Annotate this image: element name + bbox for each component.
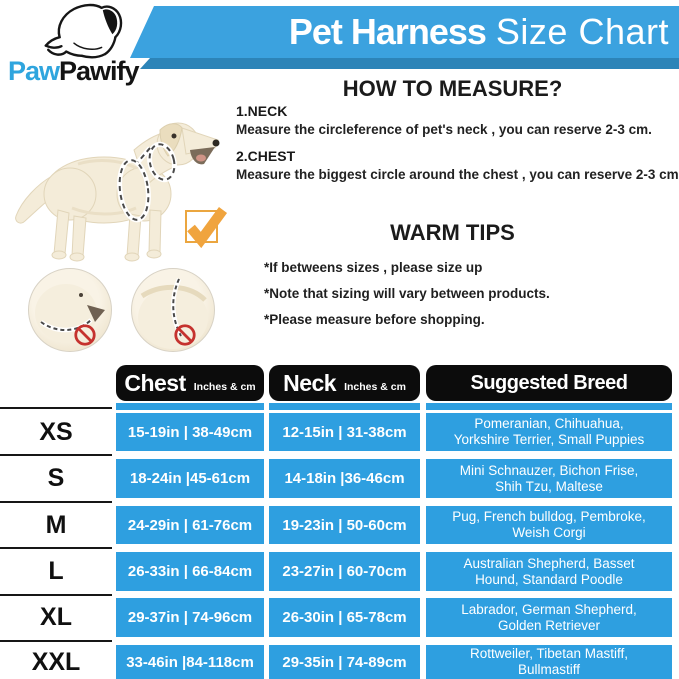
step-neck-text: Measure the circleference of pet's neck …: [236, 122, 652, 137]
neck-cell: 29-35in | 74-89cm: [269, 645, 420, 679]
row-divider: [0, 407, 112, 409]
header-underline-strip: [426, 403, 672, 410]
page-title-bold: Pet Harness: [288, 11, 487, 52]
banner-shadow-strip: [140, 58, 679, 69]
dog-photo: [15, 122, 220, 262]
column-header-chest: Chest Inches & cm: [116, 365, 264, 401]
warm-tip: *If betweens sizes , please size up: [264, 260, 483, 275]
chest-header-label: Chest: [124, 369, 186, 396]
column-header-breed: Suggested Breed: [426, 365, 672, 401]
chest-header-unit: Inches & cm: [193, 380, 256, 393]
neck-header-label: Neck: [283, 369, 337, 396]
breed-cell: Pug, French bulldog, Pembroke, Weish Corg…: [426, 506, 672, 544]
no-symbol-icon: [174, 324, 196, 346]
chest-cell: 15-19in | 38-49cm: [116, 413, 264, 451]
table-row-s: S 18-24in |45-61cm 14-18in |36-46cm Mini…: [0, 459, 679, 498]
title-banner: Pet Harness Size Chart: [130, 6, 679, 58]
warm-tip: *Note that sizing will vary between prod…: [264, 286, 550, 301]
chest-cell: 29-37in | 74-96cm: [116, 598, 264, 637]
dog-head-logo-icon: [44, 3, 123, 59]
breed-cell: Australian Shepherd, Basset Hound, Standa…: [426, 552, 672, 591]
warm-tip: *Please measure before shopping.: [264, 312, 485, 327]
breed-cell: Pomeranian, Chihuahua, Yorkshire Terrier,…: [426, 413, 672, 451]
step-chest-label: 2.CHEST: [236, 148, 296, 164]
size-label: L: [48, 557, 64, 585]
size-label: M: [45, 510, 67, 539]
neck-header-unit: Inches & cm: [344, 380, 406, 393]
breed-cell: Mini Schnauzer, Bichon Frise, Shih Tzu, M…: [426, 459, 672, 498]
warm-tips-list: *If betweens sizes , please size up *Not…: [264, 255, 550, 333]
neck-cell: 23-27in | 60-70cm: [269, 552, 420, 591]
row-divider: [0, 501, 112, 503]
neck-closeup-photo: [28, 268, 112, 352]
warm-tips-title: WARM TIPS: [390, 220, 515, 245]
header-underline-strip: [116, 403, 264, 410]
size-label: XL: [40, 603, 72, 631]
row-divider: [0, 454, 112, 456]
how-to-measure-title: HOW TO MEASURE?: [342, 76, 563, 101]
header-underline-strip: [269, 403, 420, 410]
chest-cell: 24-29in | 61-76cm: [116, 506, 264, 544]
row-divider: [0, 547, 112, 549]
neck-cell: 19-23in | 50-60cm: [269, 506, 420, 544]
neck-cell: 12-15in | 31-38cm: [269, 413, 420, 451]
table-row-xxl: XXL 33-46in |84-118cm 29-35in | 74-89cm …: [0, 645, 679, 679]
column-header-neck: Neck Inches & cm: [269, 365, 420, 401]
measuring-tape-harness: [117, 141, 177, 223]
row-divider: [0, 640, 112, 642]
table-row-xs: XS 15-19in | 38-49cm 12-15in | 31-38cm P…: [0, 413, 679, 451]
table-row-m: M 24-29in | 61-76cm 19-23in | 50-60cm Pu…: [0, 506, 679, 544]
step-neck-label: 1.NECK: [236, 103, 288, 119]
neck-cell: 14-18in |36-46cm: [269, 459, 420, 498]
table-row-l: L 26-33in | 66-84cm 23-27in | 60-70cm Au…: [0, 552, 679, 591]
breed-cell: Rottweiler, Tibetan Mastiff, Bullmastiff: [426, 645, 672, 679]
breed-header-label: Suggested Breed: [470, 371, 628, 394]
no-symbol-icon: [74, 324, 96, 346]
table-row-xl: XL 29-37in | 74-96cm 26-30in | 65-78cm L…: [0, 598, 679, 637]
chest-cell: 26-33in | 66-84cm: [116, 552, 264, 591]
page-title-light: Size Chart: [495, 11, 669, 52]
logo-ear-shape: [102, 9, 118, 35]
row-divider: [0, 594, 112, 596]
chest-cell: 33-46in |84-118cm: [116, 645, 264, 679]
step-chest-text: Measure the biggest circle around the ch…: [236, 167, 679, 182]
neck-cell: 26-30in | 65-78cm: [269, 598, 420, 637]
brand-logo: PawPawify: [8, 56, 140, 87]
brand-name-paw: Paw: [8, 56, 60, 86]
brand-name-pawify: Pawify: [59, 56, 140, 86]
size-label: S: [47, 464, 65, 492]
breed-cell: Labrador, German Shepherd, Golden Retriev…: [426, 598, 672, 637]
chest-cell: 18-24in |45-61cm: [116, 459, 264, 498]
size-label: XS: [39, 417, 73, 446]
chest-closeup-photo: [131, 268, 215, 352]
size-label: XXL: [31, 647, 81, 676]
checkmark-icon: [187, 207, 228, 248]
